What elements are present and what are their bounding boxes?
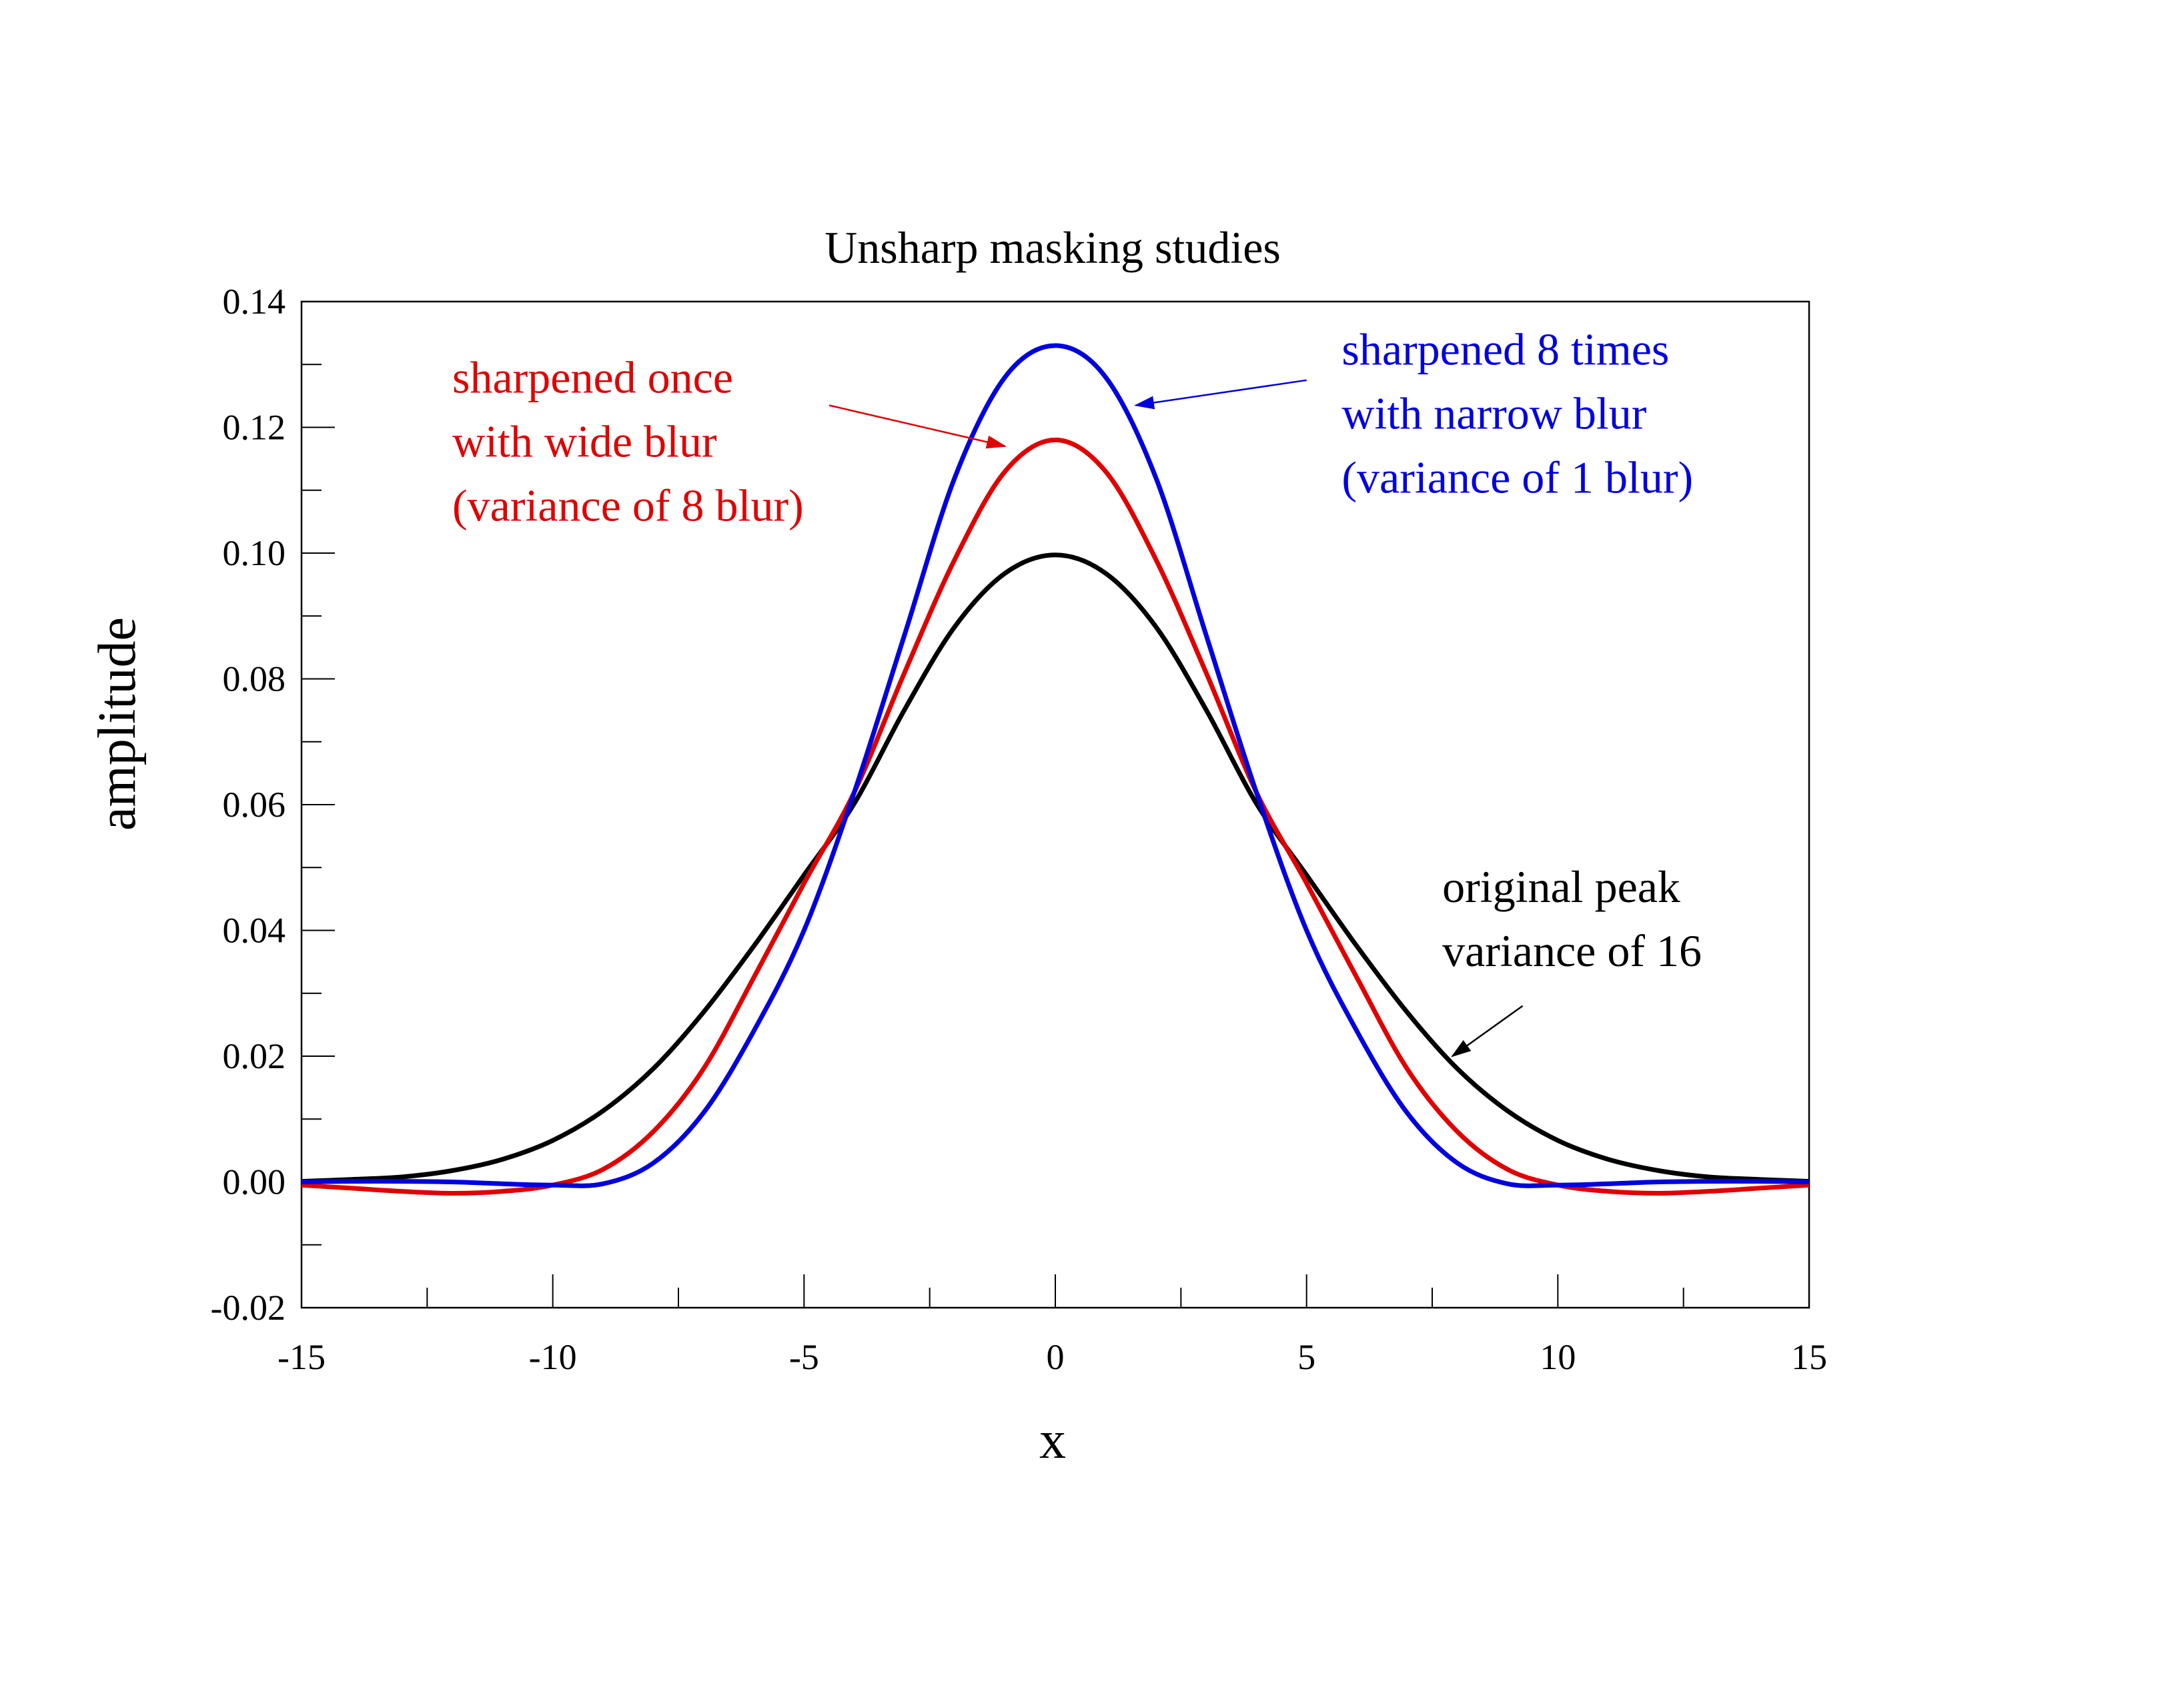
original-peak-annotation-line: original peak — [1442, 861, 1680, 912]
original-peak-series — [301, 552, 1810, 1184]
y-tick-label: 0.06 — [223, 785, 286, 825]
sharpened-once-annotation-line: with wide blur — [452, 416, 717, 467]
y-tick-label: 0.10 — [223, 533, 286, 573]
y-tick-label: 0.04 — [223, 911, 286, 951]
y-tick-label: 0.02 — [223, 1036, 286, 1076]
sharpened-once-series — [301, 437, 1810, 1196]
x-tick-label: -10 — [529, 1337, 577, 1377]
original-peak-annotation-line: variance of 16 — [1442, 925, 1702, 976]
x-tick-label: -15 — [278, 1337, 326, 1377]
sharpened-once-annotation-arrow — [829, 404, 1007, 449]
x-axis-title: x — [1039, 1411, 1066, 1470]
sharpened-8-times-annotation-arrow — [1134, 379, 1307, 410]
y-axis-title: amplitude — [88, 617, 147, 831]
y-tick-label: 0.08 — [223, 659, 286, 699]
x-tick-label: -5 — [789, 1337, 819, 1377]
x-tick-label: 5 — [1297, 1337, 1315, 1377]
x-tick-label: 10 — [1540, 1337, 1576, 1377]
y-tick-label: 0.14 — [223, 282, 286, 322]
sharpened-8-times-annotation-line: (variance of 1 blur) — [1341, 452, 1693, 502]
sharpened-once-annotation-line: (variance of 8 blur) — [452, 480, 804, 531]
y-tick-label: 0.12 — [223, 408, 286, 448]
x-tick-label: 0 — [1047, 1337, 1065, 1377]
sharpened-once-annotation-line: sharpened once — [452, 352, 733, 403]
original-peak-annotation-arrow — [1451, 1005, 1524, 1058]
y-tick-label: -0.02 — [211, 1288, 286, 1328]
sharpened-8-times-annotation-line: sharpened 8 times — [1341, 324, 1669, 374]
y-tick-label: 0.00 — [223, 1162, 286, 1202]
x-tick-label: 15 — [1791, 1337, 1827, 1377]
sharpened-8-times-series — [301, 343, 1810, 1188]
sharpened-8-times-annotation-line: with narrow blur — [1341, 388, 1646, 438]
chart-title: Unsharp masking studies — [825, 222, 1281, 273]
plot-marks: -15 -10 -5 0 5 10 15 -0.02 0.00 0.02 0.04 0.06 0.08 0… — [211, 282, 1827, 1377]
